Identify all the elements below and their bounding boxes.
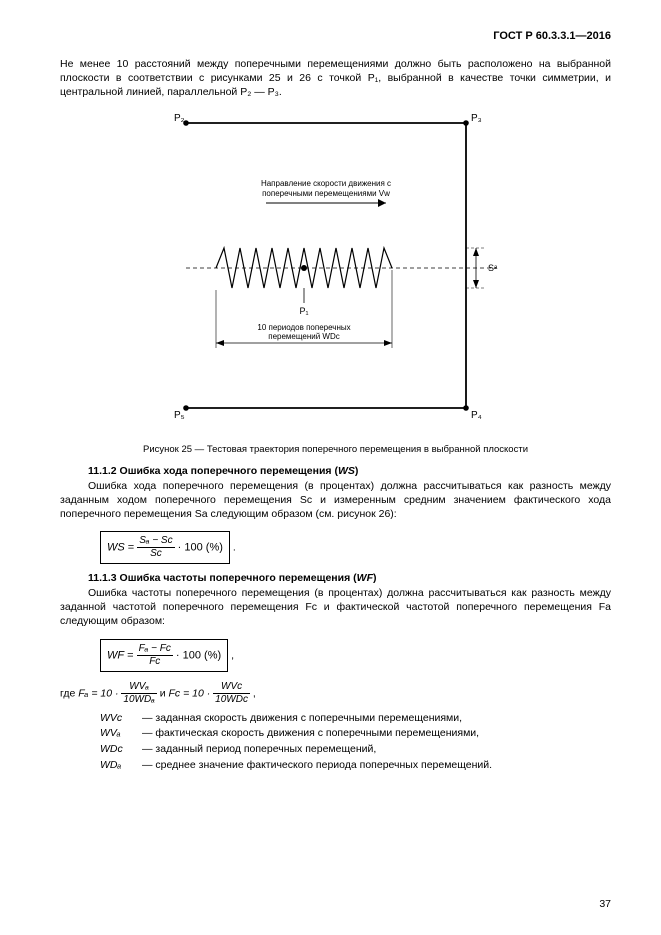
where-formula-line: где Fₐ = 10 · WVₐ 10WDₐ и Fс = 10 · WVс … <box>60 682 611 705</box>
label-p1: P₁ <box>299 306 308 316</box>
formula-wf: WF = Fₐ − Fс Fс · 100 (%) , <box>60 635 611 676</box>
section-11-1-2-para: Ошибка хода поперечного перемещения (в п… <box>60 479 611 522</box>
document-page: ГОСТ Р 60.3.3.1—2016 Не менее 10 расстоя… <box>0 0 661 935</box>
section-11-1-3-title: 11.1.3 Ошибка частоты поперечного переме… <box>60 572 611 584</box>
arrow-text-1: Направление скорости движения с <box>260 179 390 188</box>
periods-text-1: 10 периодов поперечных <box>257 323 350 332</box>
label-p5: P₅ <box>174 410 185 421</box>
def-row: WVₐ— фактическая скорость движения с поп… <box>100 726 611 742</box>
arrow-text-2: поперечными перемещениями Vw <box>262 189 390 198</box>
figure-25-caption: Рисунок 25 — Тестовая траектория попереч… <box>60 444 611 455</box>
def-row: WVс— заданная скорость движения с попере… <box>100 711 611 727</box>
def-row: WDс— заданный период поперечных перемеще… <box>100 742 611 758</box>
definitions-list: WVс— заданная скорость движения с попере… <box>100 711 611 774</box>
intro-paragraph: Не менее 10 расстояний между поперечными… <box>60 57 611 100</box>
periods-text-2: перемещений WDс <box>268 332 339 341</box>
page-header: ГОСТ Р 60.3.3.1—2016 <box>60 30 611 42</box>
section-11-1-2-title: 11.1.2 Ошибка хода поперечного перемещен… <box>60 465 611 477</box>
page-number: 37 <box>599 898 611 910</box>
label-sa: Sᵃ <box>488 263 498 273</box>
label-p3: P₃ <box>471 113 482 124</box>
figure-25: P₂ P₃ P₄ P₅ Направление скорости движени… <box>166 108 506 438</box>
formula-ws: WS = Sₐ − Sс Sс · 100 (%) . <box>60 527 611 568</box>
label-p4: P₄ <box>471 410 482 421</box>
section-11-1-3-para: Ошибка частоты поперечного перемещения (… <box>60 586 611 629</box>
def-row: WDₐ— среднее значение фактического перио… <box>100 758 611 774</box>
label-p2: P₂ <box>174 113 185 124</box>
